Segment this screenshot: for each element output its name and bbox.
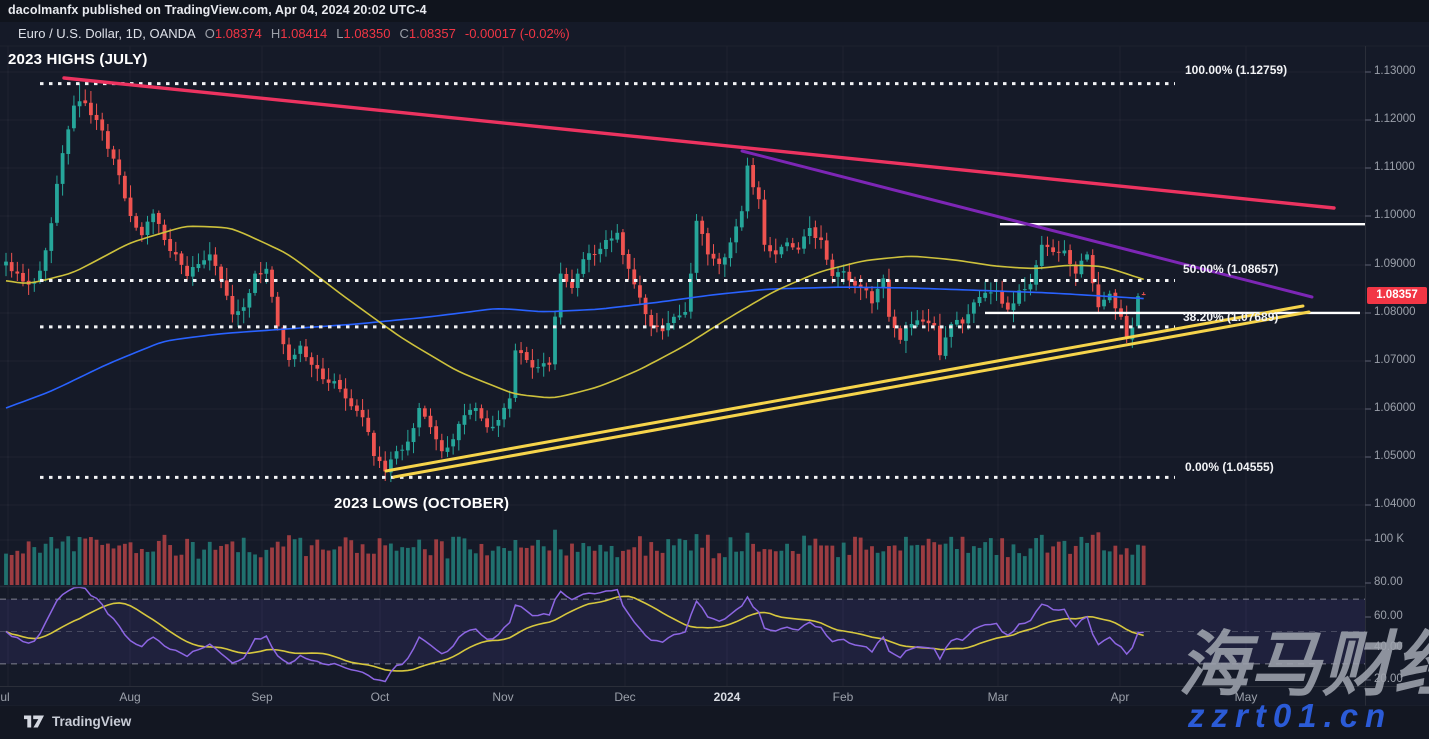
- tradingview-logo-text[interactable]: TradingView: [52, 714, 132, 729]
- price-axis-label: 1.11000: [1374, 161, 1415, 173]
- price-axis-label: 1.10000: [1374, 209, 1416, 221]
- open-label: O: [204, 26, 215, 41]
- publisher-text: dacolmanfx published on TradingView.com,…: [8, 3, 427, 17]
- time-axis-label: Aug: [119, 690, 141, 704]
- footer-bar: TradingView: [0, 706, 1429, 739]
- candles-layer: [4, 83, 1146, 483]
- price-axis-label: 1.04000: [1374, 498, 1416, 510]
- symbol-title: Euro / U.S. Dollar, 1D, OANDA: [18, 26, 196, 41]
- fib-level-label-50: 50.00% (1.08657): [1183, 262, 1279, 276]
- tradingview-logo-icon[interactable]: [24, 714, 44, 729]
- price-axis-label: 1.13000: [1374, 65, 1416, 77]
- rsi-ma-line: [5, 595, 1144, 672]
- time-axis-label: 2024: [713, 690, 741, 704]
- price-axis-label: 1.09000: [1374, 258, 1416, 270]
- price-axis-label: 1.06000: [1374, 402, 1416, 414]
- price-axis-label: 20.00: [1374, 673, 1403, 685]
- rsi-line: [5, 587, 1144, 683]
- descending-resistance-purple: [740, 149, 1314, 299]
- symbol-info-bar: Euro / U.S. Dollar, 1D, OANDA O1.08374 H1.…: [0, 22, 1429, 46]
- price-axis-label: 100 K: [1374, 533, 1405, 545]
- time-axis-label: May: [1234, 690, 1258, 704]
- ascending-support-yellow-1: [384, 304, 1305, 473]
- volume-layer: [4, 529, 1146, 585]
- close-label: C: [399, 26, 409, 41]
- time-axis-label: Dec: [614, 690, 636, 704]
- rsi-band: [0, 598, 1365, 665]
- close-value: 1.08357: [408, 26, 456, 41]
- ascending-support-yellow-2: [392, 310, 1311, 479]
- low-value: 1.08350: [343, 26, 391, 41]
- trendlines-layer: [62, 76, 1336, 479]
- time-axis-label: Nov: [492, 690, 514, 704]
- moving-averages-layer: [5, 225, 1144, 409]
- time-axis-label: Jul: [0, 690, 10, 704]
- descending-resistance-pink: [62, 76, 1336, 210]
- last-price-label: 1.08357: [1367, 287, 1427, 304]
- price-axis-label: 1.12000: [1374, 113, 1416, 125]
- fib-level-label-382: 38.20% (1.07689): [1183, 310, 1279, 324]
- open-value: 1.08374: [214, 26, 262, 41]
- fib-level-label-0: 0.00% (1.04555): [1185, 460, 1274, 474]
- ma-yellow-line: [5, 225, 1144, 399]
- publisher-bar: dacolmanfx published on TradingView.com,…: [0, 0, 1429, 22]
- time-axis-label: Oct: [370, 690, 390, 704]
- price-axis-label: 80.00: [1374, 576, 1403, 588]
- high-label: H: [270, 26, 281, 41]
- watermark-chinese: 海马财经: [1178, 626, 1429, 705]
- time-axis-label: Mar: [987, 690, 1009, 704]
- time-axis-label: Feb: [832, 690, 854, 704]
- fib-level-label-100: 100.00% (1.12759): [1185, 63, 1288, 77]
- annotation-2023-lows: 2023 LOWS (OCTOBER): [334, 495, 510, 512]
- high-value: 1.08414: [280, 26, 328, 41]
- price-axis-label: 1.08000: [1374, 306, 1416, 318]
- price-axis-label: 40.00: [1374, 641, 1403, 653]
- low-label: L: [336, 26, 344, 41]
- ma-blue-line: [5, 286, 1144, 409]
- price-axis-label: 60.00: [1374, 610, 1403, 622]
- time-axis-label: Sep: [251, 690, 273, 704]
- time-axis-label: Apr: [1110, 690, 1130, 704]
- fib-dotted-lines: [40, 82, 1175, 479]
- change-value: -0.00017 (-0.02%): [464, 26, 570, 41]
- watermark-url: zzrt01.cn: [1188, 697, 1393, 734]
- rsi-layer: [5, 587, 1144, 683]
- price-axis-label: 1.05000: [1374, 450, 1416, 462]
- annotation-2023-highs: 2023 HIGHS (JULY): [8, 51, 148, 68]
- price-axis-label: 1.07000: [1374, 354, 1416, 366]
